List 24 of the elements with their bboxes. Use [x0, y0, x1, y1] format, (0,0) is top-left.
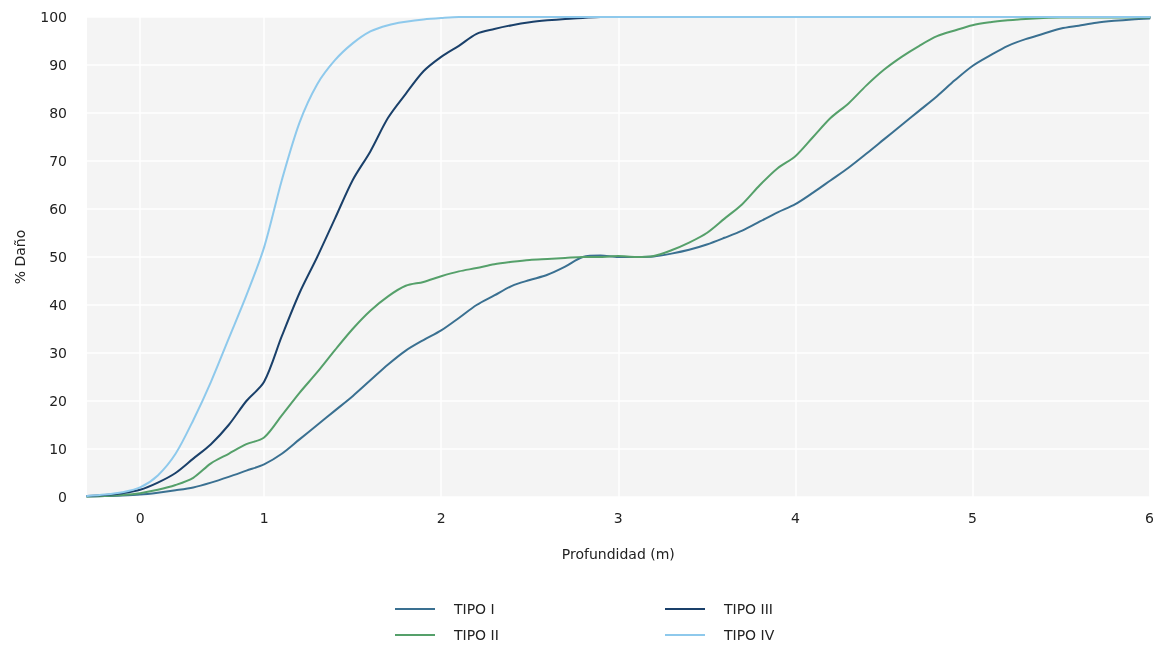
- y-tick-label: 40: [49, 297, 67, 313]
- y-tick-label: 50: [49, 249, 67, 265]
- y-tick-label: 10: [49, 441, 67, 457]
- x-tick-label: 2: [436, 510, 446, 526]
- y-tick-label: 60: [49, 201, 67, 217]
- x-tick-label: 1: [259, 510, 269, 526]
- x-tick-label: 0: [135, 510, 145, 526]
- y-tick-label: 100: [40, 9, 67, 25]
- y-tick-label: 80: [49, 105, 67, 121]
- legend-label: TIPO I: [453, 601, 495, 617]
- x-axis-title: Profundidad (m): [561, 546, 675, 562]
- legend-label: TIPO IV: [723, 627, 775, 643]
- y-axis-title: % Daño: [12, 229, 28, 285]
- y-tick-label: 0: [58, 489, 67, 505]
- y-tick-label: 30: [49, 345, 67, 361]
- x-tick-label: 4: [790, 510, 800, 526]
- legend-label: TIPO II: [453, 627, 499, 643]
- x-tick-label: 6: [1145, 510, 1155, 526]
- y-tick-label: 20: [49, 393, 67, 409]
- x-tick-label: 3: [613, 510, 623, 526]
- y-tick-label: 90: [49, 57, 67, 73]
- legend-label: TIPO III: [723, 601, 773, 617]
- y-tick-label: 70: [49, 153, 67, 169]
- x-tick-label: 5: [967, 510, 977, 526]
